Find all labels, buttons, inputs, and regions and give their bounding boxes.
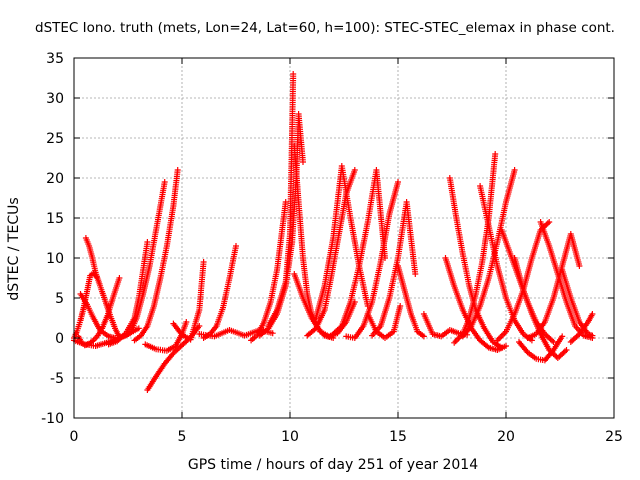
data-point-markers: [200, 243, 239, 341]
grid: [74, 58, 614, 418]
series-arc21: [330, 167, 388, 337]
data-point-markers: [395, 263, 427, 340]
plot-frame: [73, 57, 615, 419]
x-tick-label: 25: [605, 429, 623, 445]
data-point-markers: [77, 291, 118, 341]
data-point-markers: [330, 167, 388, 337]
y-tick-label: 5: [55, 291, 64, 307]
y-tick-label: 10: [46, 251, 64, 267]
series-arc37: [524, 231, 583, 341]
data-marks: [71, 71, 596, 393]
data-point-markers: [114, 179, 168, 341]
series-arc34: [511, 255, 570, 361]
y-tick-label: 20: [46, 171, 64, 187]
data-point-markers: [369, 199, 419, 339]
data-point-markers: [248, 199, 289, 344]
y-tick-label: 25: [46, 131, 64, 147]
y-tick-label: 15: [46, 211, 64, 227]
series-arc11: [170, 259, 207, 343]
data-point-markers: [304, 167, 358, 339]
data-point-markers: [559, 267, 596, 339]
data-point-markers: [364, 303, 404, 341]
x-tick-label: 20: [497, 429, 515, 445]
series-arc24: [369, 199, 419, 339]
data-point-markers: [459, 167, 518, 340]
x-tick-label: 5: [178, 429, 187, 445]
series-arc23: [364, 303, 404, 341]
data-point-markers: [312, 163, 371, 321]
data-point-markers: [131, 167, 181, 344]
series-arc35: [516, 333, 566, 364]
series-arc38: [559, 267, 596, 339]
series-arc25: [395, 263, 427, 340]
x-tick-label: 0: [70, 429, 79, 445]
data-point-markers: [265, 71, 297, 329]
series-arc30: [459, 167, 518, 340]
data-point-markers: [170, 259, 207, 343]
y-tick-label: 35: [46, 51, 64, 67]
y-tick-label: 0: [55, 331, 64, 347]
series-arc08: [131, 167, 181, 344]
series-arc19: [312, 163, 371, 321]
data-point-markers: [511, 255, 570, 361]
y-axis-label: dSTEC / TECUs: [6, 197, 22, 300]
series-arc31: [477, 183, 535, 344]
series-arc39: [567, 311, 596, 345]
chart-title: dSTEC Iono. truth (mets, Lon=24, Lat=60,…: [35, 20, 615, 36]
data-point-markers: [524, 231, 583, 341]
series-arc14: [248, 199, 289, 344]
y-tick-label: -5: [50, 371, 64, 387]
series-arc02: [82, 235, 123, 341]
series-arc12: [200, 243, 239, 341]
series-arc05: [77, 291, 118, 341]
series-arc07: [114, 179, 168, 341]
data-point-markers: [82, 235, 123, 341]
series-arc22: [343, 179, 401, 341]
axis-ticks: 0 5 10 15 20 25 -10 -5 0 5 10 15 20 25 30 35: [41, 51, 623, 445]
data-point-markers: [567, 311, 596, 345]
x-axis-label: GPS time / hours of day 251 of year 2014: [188, 457, 478, 473]
series-arc20: [304, 167, 358, 339]
x-tick-label: 15: [389, 429, 407, 445]
y-tick-label: -10: [41, 411, 64, 427]
data-point-markers: [477, 183, 535, 344]
x-tick-label: 10: [281, 429, 299, 445]
data-point-markers: [343, 179, 401, 341]
series-arc16: [265, 71, 297, 329]
data-point-markers: [516, 333, 566, 364]
y-tick-label: 30: [46, 91, 64, 107]
